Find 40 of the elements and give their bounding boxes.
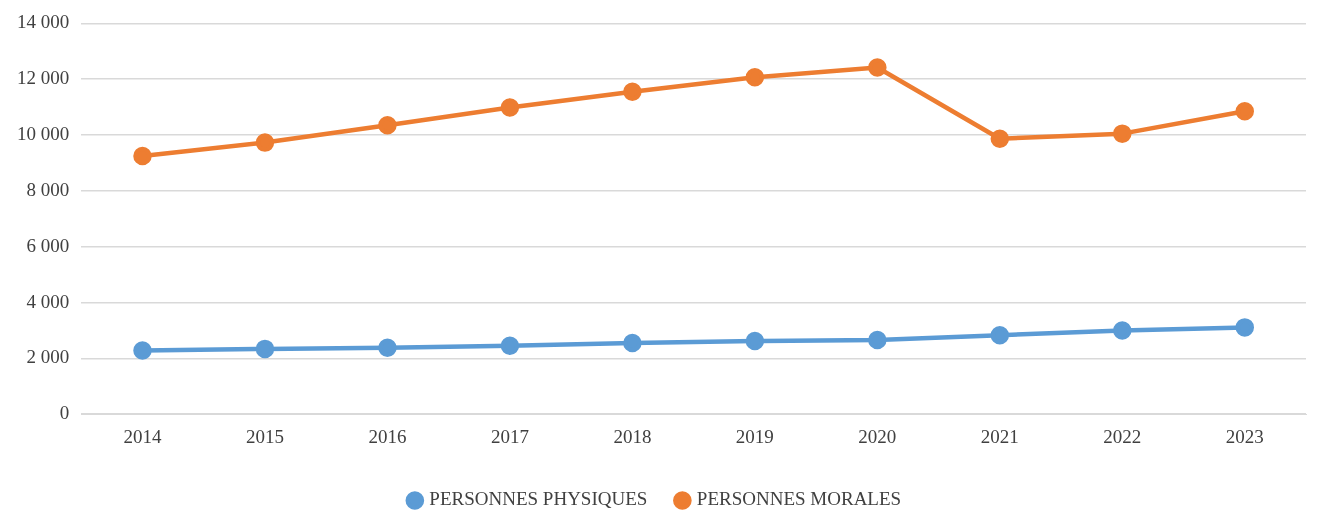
y-tick-label: 14 000 (17, 11, 70, 33)
point (378, 338, 397, 358)
point (1113, 321, 1132, 340)
point (500, 98, 520, 117)
point (623, 333, 642, 353)
x-tick-label: 2014 (123, 425, 162, 447)
point (623, 82, 642, 102)
point (500, 336, 520, 356)
point (255, 133, 275, 152)
point (1235, 102, 1255, 121)
x-tick-label: 2018 (613, 425, 652, 447)
x-tick-label: 2021 (980, 425, 1019, 447)
y-tick-label: 4 000 (26, 290, 70, 312)
y-tick-label: 2 000 (26, 346, 70, 368)
y-tick-label: 8 000 (26, 178, 70, 200)
y-tick-label: 10 000 (17, 123, 70, 145)
x-tick-label: 2019 (735, 425, 774, 447)
point (1113, 124, 1132, 143)
point (745, 331, 765, 351)
x-tick-label: 2022 (1103, 425, 1142, 447)
point (1235, 318, 1255, 337)
x-tick-label: 2016 (368, 425, 407, 447)
point (255, 339, 275, 359)
point (133, 146, 152, 166)
legend-label: PERSONNES MORALES (696, 488, 902, 510)
x-tick-label: 2020 (858, 425, 897, 447)
point (133, 341, 152, 360)
point (990, 129, 1010, 148)
legend-label: PERSONNES PHYSIQUES (429, 488, 648, 510)
point (868, 58, 887, 77)
y-tick-label: 12 000 (17, 67, 70, 89)
x-tick-label: 2017 (490, 425, 529, 447)
y-tick-label: 0 (59, 402, 70, 424)
point (745, 68, 765, 87)
point (378, 116, 397, 135)
point (990, 325, 1010, 345)
point (868, 330, 887, 350)
y-tick-label: 6 000 (26, 234, 70, 256)
x-tick-label: 2023 (1225, 425, 1264, 447)
x-tick-label: 2015 (245, 425, 284, 447)
